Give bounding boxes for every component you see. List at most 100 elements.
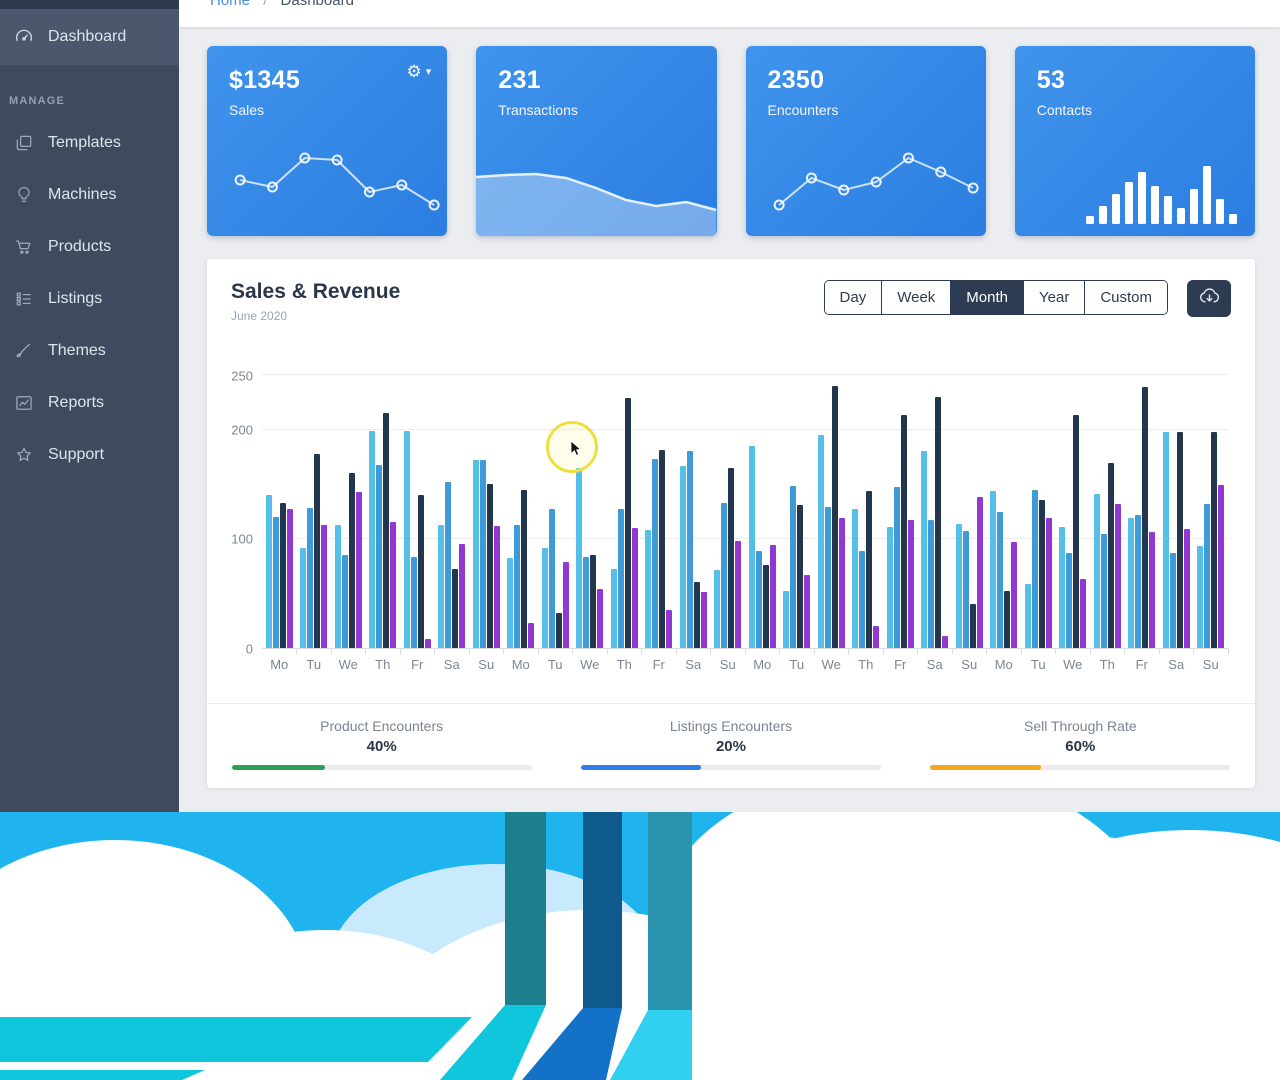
bar-series-4 — [907, 520, 914, 648]
bar-series-1 — [852, 509, 859, 648]
bar-group-su-2: Su — [711, 376, 745, 672]
bar-series-1 — [817, 435, 824, 648]
stat-value: 231 — [498, 66, 541, 94]
sidebar-section-label: MANAGE — [9, 95, 66, 107]
sparkline-bar — [1229, 214, 1237, 224]
bar-series-3 — [417, 495, 424, 648]
bar-series-3 — [486, 484, 493, 648]
gauge-icon — [13, 26, 35, 48]
breadcrumb-separator: / — [263, 0, 268, 9]
pillar-teal — [505, 812, 546, 1005]
sidebar-item-label: Themes — [48, 342, 106, 359]
bar-series-3 — [728, 467, 735, 648]
bar-group-th-3: Th — [849, 376, 883, 672]
bar-series-1 — [921, 451, 928, 648]
range-button-day[interactable]: Day — [824, 281, 882, 314]
download-button[interactable] — [1187, 280, 1231, 317]
x-axis-label: Sa — [1168, 657, 1185, 672]
bar-series-4 — [873, 626, 880, 648]
bar-series-1 — [748, 445, 755, 648]
x-axis-label: Th — [1099, 657, 1115, 672]
range-button-month[interactable]: Month — [950, 281, 1023, 314]
bar-series-3 — [1073, 415, 1080, 648]
bar-series-2 — [1100, 534, 1107, 648]
bar-group-sa-2: Sa — [676, 376, 711, 672]
range-button-week[interactable]: Week — [881, 281, 951, 314]
bar-group-th-2: Th — [607, 376, 642, 672]
mouse-cursor-icon — [570, 441, 582, 456]
bar-series-1 — [403, 430, 410, 648]
sidebar-item-themes[interactable]: Themes — [0, 325, 179, 377]
sidebar-item-templates[interactable]: Templates — [0, 117, 179, 169]
footer-illustration — [0, 812, 1280, 1080]
bar-group-th-1: Th — [366, 376, 400, 672]
sidebar-item-dashboard[interactable]: Dashboard — [0, 9, 179, 65]
bar-series-2 — [583, 557, 590, 648]
range-button-year[interactable]: Year — [1023, 281, 1085, 314]
brush-icon — [13, 340, 35, 362]
sidebar-top-strip — [0, 0, 179, 9]
bar-series-4 — [838, 518, 845, 648]
x-axis-label: Mo — [511, 657, 530, 672]
x-axis-label: Su — [961, 657, 978, 672]
bar-series-2 — [790, 486, 797, 648]
bar-series-2 — [1204, 503, 1211, 648]
panel-title: Sales & Revenue — [231, 280, 401, 303]
x-axis-label: Su — [478, 657, 495, 672]
range-button-custom[interactable]: Custom — [1084, 281, 1167, 314]
bar-series-4 — [597, 589, 604, 648]
lightbulb-icon — [13, 184, 35, 206]
bar-series-2 — [962, 531, 969, 648]
breadcrumb-home-link[interactable]: Home — [210, 0, 251, 9]
bar-series-4 — [976, 497, 983, 648]
bar-series-4 — [942, 636, 949, 648]
cloud-download-icon — [1198, 285, 1221, 313]
bar-series-1 — [714, 570, 721, 648]
templates-icon — [13, 132, 35, 154]
sparkline-bar-chart — [1086, 162, 1237, 224]
bar-group-fr-4: Fr — [1125, 376, 1159, 672]
progress-bar-track — [930, 765, 1231, 770]
sales-revenue-panel: Sales & Revenue June 2020 Day Week Month Ye… — [207, 259, 1255, 788]
sidebar-item-products[interactable]: Products — [0, 221, 179, 273]
bar-group-sa-3: Sa — [918, 376, 952, 672]
sidebar-item-label: Support — [48, 446, 105, 463]
bar-series-1 — [1128, 518, 1135, 648]
bar-series-2 — [272, 516, 279, 648]
bar-series-4 — [735, 540, 742, 648]
metric-product-encounters: Product Encounters 40% — [207, 704, 556, 788]
sidebar-item-support[interactable]: Support — [0, 429, 179, 481]
bar-group-tu-2: Tu — [538, 376, 573, 672]
bar-series-3 — [452, 569, 459, 648]
sidebar-item-machines[interactable]: Machines — [0, 169, 179, 221]
sparkline-bar — [1086, 216, 1094, 224]
card-settings-menu[interactable]: ⚙ ▾ — [406, 62, 431, 82]
bar-series-1 — [1093, 494, 1100, 648]
x-axis-label: Fr — [411, 657, 424, 672]
bar-series-3 — [900, 415, 907, 648]
bar-series-4 — [424, 639, 431, 648]
bar-series-1 — [334, 524, 341, 648]
x-axis-label: We — [338, 657, 358, 672]
stat-value: $1345 — [229, 66, 301, 94]
x-axis-label: We — [1063, 657, 1083, 672]
metric-value: 60% — [1065, 738, 1096, 755]
bar-series-3 — [797, 504, 804, 648]
stat-card-sales: $1345 Sales ⚙ ▾ — [207, 46, 448, 236]
y-axis-tick-label: 250 — [231, 368, 253, 383]
sidebar-item-listings[interactable]: Listings — [0, 273, 179, 325]
stat-value: 2350 — [767, 66, 825, 94]
metric-value: 20% — [715, 738, 746, 755]
x-axis-label: Tu — [1030, 657, 1046, 672]
x-axis-label: Su — [719, 657, 736, 672]
bar-series-3 — [1142, 387, 1149, 648]
bar-series-2 — [859, 550, 866, 648]
bar-series-3 — [1176, 431, 1183, 648]
bar-series-3 — [1211, 431, 1218, 648]
main-content: Home / Dashboard $1345 Sales ⚙ ▾ 231 Transact… — [179, 0, 1280, 812]
gear-icon: ⚙ — [406, 62, 422, 81]
sidebar-item-reports[interactable]: Reports — [0, 377, 179, 429]
x-axis-label: Mo — [753, 657, 772, 672]
sparkline-bar — [1216, 199, 1224, 224]
bar-series-3 — [935, 396, 942, 648]
